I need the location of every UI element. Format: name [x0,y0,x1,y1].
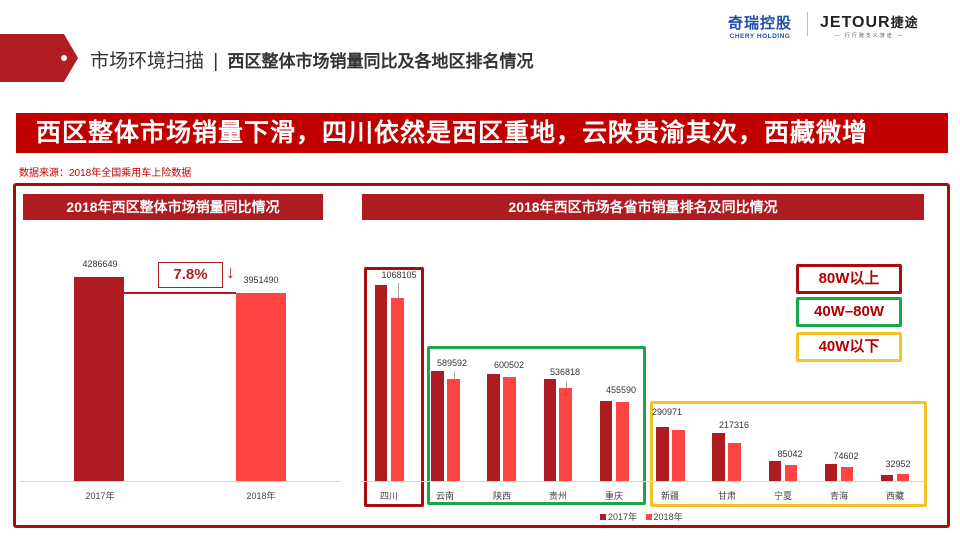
value-guizhou: 536818 [549,367,581,377]
bar-qinghai-2018 [841,467,853,481]
bar-xizang-2017 [881,475,893,481]
value-yunnan: 589592 [436,358,468,368]
value-xizang: 32952 [885,459,911,469]
bar-guizhou-2017 [544,379,556,481]
value-shaanxi: 600502 [493,360,525,370]
cat-xizang: 西藏 [885,491,905,501]
bar-yunnan-2017 [431,371,444,481]
cat-yunnan: 云南 [435,491,455,501]
cat-guizhou: 贵州 [548,491,568,501]
tier-legend-high: 80W以上 [796,264,902,294]
content-frame [13,183,950,528]
value-gansu: 217316 [718,420,750,430]
legend-label-2018: 2018年 [653,512,683,522]
bar-2018 [236,293,286,481]
jetour-logo-cn: 捷途 [890,15,919,30]
tier-legend-low: 40W以下 [796,332,902,362]
bar-xinjiang-2017 [656,427,669,481]
logo-divider [807,12,808,36]
bar-qinghai-2017 [825,464,837,481]
tier-high-group [364,267,424,507]
value-leader [454,372,455,379]
comparison-connector-line [124,292,236,294]
bar-ningxia-2017 [769,461,781,481]
bar-shaanxi-2018 [503,377,516,481]
bar-guizhou-2018 [559,388,572,481]
value-leader [398,283,399,298]
right-x-axis [360,481,925,482]
bar-chongqing-2017 [600,401,612,481]
legend-swatch-2017 [600,514,606,520]
tag-dot [61,55,67,61]
bar-value-2017: 4286649 [82,259,118,269]
bar-sichuan-2017 [375,285,387,481]
section-name: 市场环境扫描 [90,51,205,72]
cat-gansu: 甘肃 [717,491,737,501]
yoy-change-badge: 7.8% [158,262,223,288]
down-arrow-icon: ↓ [226,262,235,282]
bar-yunnan-2018 [447,379,460,481]
cat-shaanxi: 陕西 [492,491,512,501]
jetour-logo: JETOUR捷途 — 行行驰支义游途 — [820,12,919,39]
left-x-axis [20,481,340,482]
x-label-2018: 2018年 [246,491,276,501]
series-legend: 2017年 2018年 [600,510,683,523]
data-source-note: 数据来源：2018年全国乘用车上险数据 [19,168,192,179]
value-qinghai: 74602 [833,451,859,461]
bar-xinjiang-2018 [672,430,685,481]
cat-qinghai: 青海 [829,491,849,501]
cat-sichuan: 四川 [379,491,399,501]
value-ningxia: 85042 [777,449,803,459]
chery-logo: 奇瑞控股 CHERY HOLDING [728,12,792,40]
right-chart-title: 2018年西区市场各省市销量排名及同比情况 [362,194,924,220]
title-separator: | [213,51,219,72]
value-chongqing: 455590 [605,385,637,395]
headline-banner: 西区整体市场销量下滑，四川依然是西区重地，云陕贵渝其次，西藏微增 [16,113,948,153]
chery-logo-cn: 奇瑞控股 [728,15,793,32]
bar-gansu-2018 [728,443,741,481]
jetour-slogan: — 行行驰支义游途 — [834,33,905,39]
legend-swatch-2018 [645,514,652,520]
cat-xinjiang: 新疆 [660,491,680,501]
bar-xizang-2018 [897,474,909,481]
chery-logo-en: CHERY HOLDING [729,33,791,40]
left-chart-title: 2018年西区整体市场销量同比情况 [23,194,323,220]
value-sichuan: 1068105 [381,270,417,280]
bar-gansu-2017 [712,433,725,481]
bar-value-2018: 3951490 [243,275,279,285]
cat-chongqing: 重庆 [604,491,624,501]
bar-chongqing-2018 [616,402,629,481]
page-title: 市场环境扫描 | 西区整体市场销量同比及各地区排名情况 [90,46,534,73]
bar-shaanxi-2017 [487,374,500,481]
tier-low-group [650,401,927,507]
bar-ningxia-2018 [785,465,797,481]
bar-sichuan-2018 [391,298,404,481]
tier-mid-group [427,346,646,505]
value-xinjiang: 290971 [651,407,683,417]
jetour-logo-en: JETOUR [820,14,891,31]
tier-legend-mid: 40W–80W [796,297,902,327]
cat-ningxia: 宁夏 [773,491,793,501]
x-label-2017: 2017年 [85,491,115,501]
page-subtitle: 西区整体市场销量同比及各地区排名情况 [227,52,534,71]
value-leader [566,381,567,388]
bar-2017 [74,277,124,481]
legend-label-2017: 2017年 [608,512,638,522]
